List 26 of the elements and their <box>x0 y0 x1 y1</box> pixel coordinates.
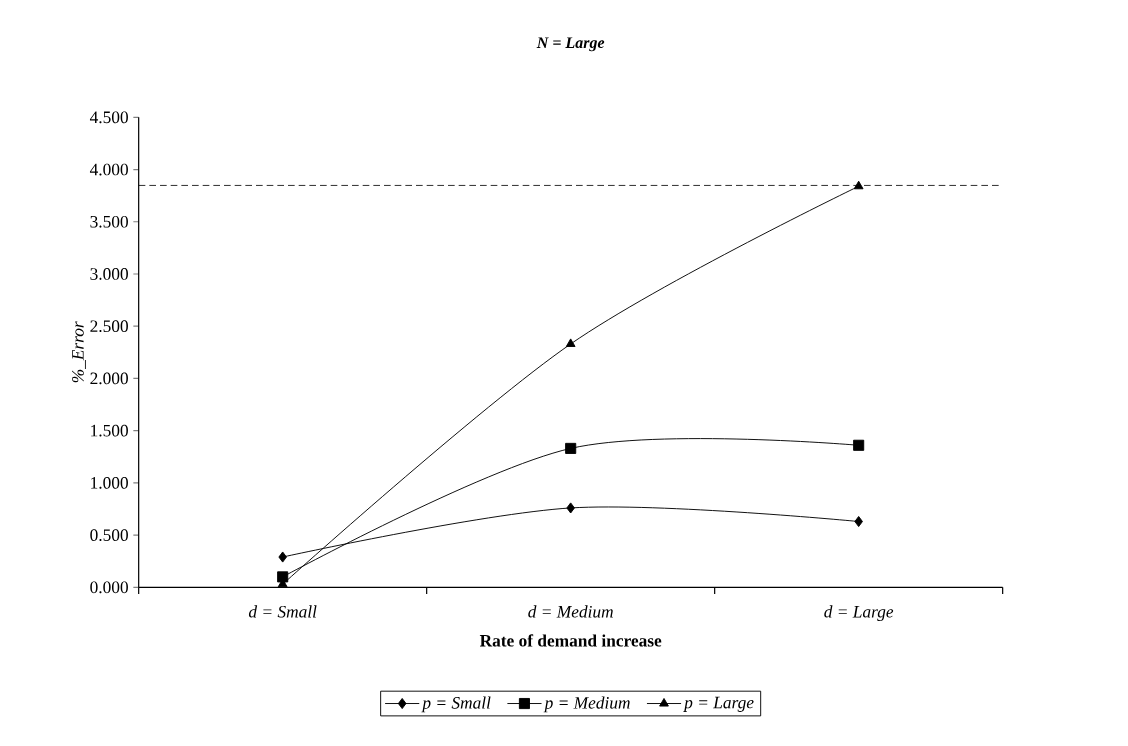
y-tick-label: 3.500 <box>90 215 128 228</box>
y-tick-label: 4.500 <box>89 111 128 124</box>
legend-label: p = Medium <box>543 696 630 713</box>
x-axis-title: Rate of demand increase <box>479 634 662 647</box>
point <box>565 442 577 454</box>
y-tick-label: 0.000 <box>90 581 128 594</box>
x-tick-label: d = Small <box>248 605 317 618</box>
x-tick-label: d = Large <box>824 605 894 622</box>
y-tick-label: 2.500 <box>90 320 128 333</box>
point <box>566 502 575 514</box>
y-tick-label: 2.000 <box>90 372 128 385</box>
y-axis-title: %_Error <box>72 321 86 383</box>
y-tick-label: 0.500 <box>90 529 128 541</box>
chart-title: N = Large <box>536 37 605 52</box>
x-tick-label: d = Medium <box>528 605 613 618</box>
point <box>278 551 287 563</box>
legend-label: p = Large <box>683 696 754 712</box>
y-tick-label: 1.000 <box>91 477 128 489</box>
legend-label: p = Small <box>421 696 491 713</box>
y-tick-label: 1.500 <box>91 424 128 437</box>
point <box>853 439 865 451</box>
y-tick-label: 3.000 <box>90 268 128 280</box>
point <box>277 571 289 583</box>
point <box>565 338 576 347</box>
y-tick-label: 4.000 <box>89 163 128 176</box>
point <box>853 180 864 190</box>
